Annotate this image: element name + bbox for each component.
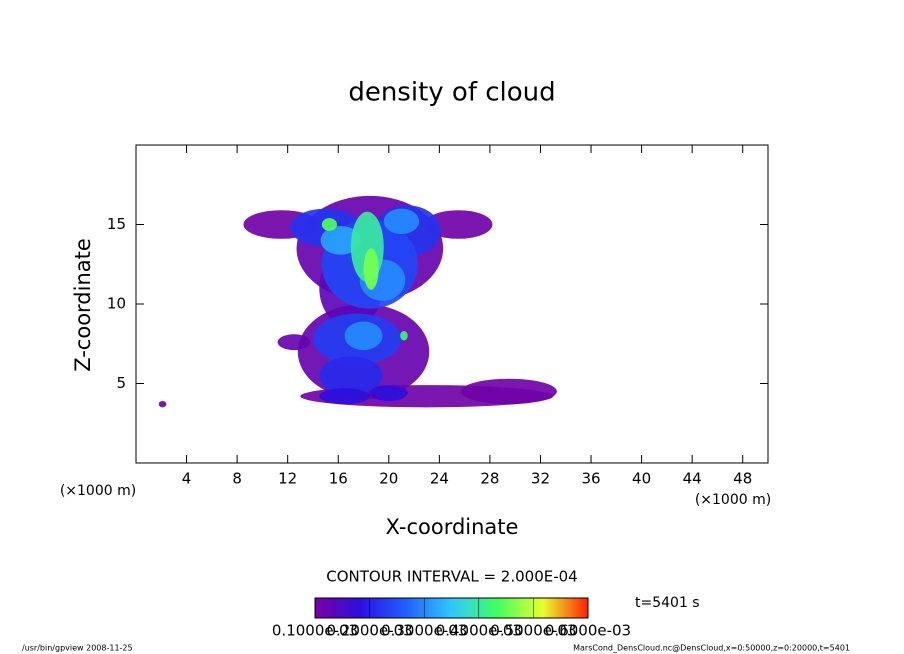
plot-frame [135,144,769,464]
x-tick-label: 36 [581,470,600,488]
x-tick-label: 20 [379,470,398,488]
colorbar-tick-label: 0.3000e-03 [381,622,467,640]
x-tick-label: 44 [683,470,702,488]
contour-patch [158,400,167,408]
contour-patch [460,378,557,405]
contour-patch [321,218,337,231]
colorbar-tick-label: 0.1000e-03 [272,622,358,640]
colorbar-tick-label: 0.6000e-03 [545,622,631,640]
contour-patch [319,356,383,395]
x-axis-label: X-coordinate [386,515,519,539]
contour-patch [320,226,361,255]
time-label: t=5401 s [635,595,700,611]
contour-patch [319,388,370,405]
colorbar-tick-label: 0.2000e-03 [326,622,412,640]
contour-patch [383,208,420,235]
footer-left: /usr/bin/gpview 2008-11-25 [22,644,133,653]
footer-right: MarsCond_DensCloud.nc@DensCloud,x=0:5000… [573,644,850,653]
x-tick-label: 48 [733,470,752,488]
colorbar [314,597,589,619]
contour-field [158,195,557,408]
x-unit: (×1000 m) [60,483,136,499]
x-unit: (×1000 m) [695,492,771,508]
x-tick-label: 24 [430,470,449,488]
chart-title: density of cloud [348,78,555,108]
y-tick-label: 10 [107,295,126,313]
contour-patch [344,321,383,351]
x-tick-label: 40 [632,470,651,488]
colorbar-tick-label: 0.4000e-03 [436,622,522,640]
x-tick-label: 32 [531,470,550,488]
colorbar-tick-label: 0.5000e-03 [490,622,576,640]
y-tick-label: 5 [116,374,126,392]
y-axis-label: Z-coordinate [71,238,95,372]
x-tick-label: 4 [182,470,192,488]
contour-patch [363,248,379,290]
contour-patch [400,331,408,341]
x-tick-label: 8 [232,470,242,488]
contour-patch [369,385,408,401]
x-tick-label: 16 [329,470,348,488]
y-tick-label: 15 [107,215,126,233]
x-tick-label: 28 [480,470,499,488]
contour-interval: CONTOUR INTERVAL = 2.000E-04 [326,568,577,586]
contour-patch [424,210,493,239]
contour-patch [277,334,311,351]
x-tick-label: 12 [278,470,297,488]
